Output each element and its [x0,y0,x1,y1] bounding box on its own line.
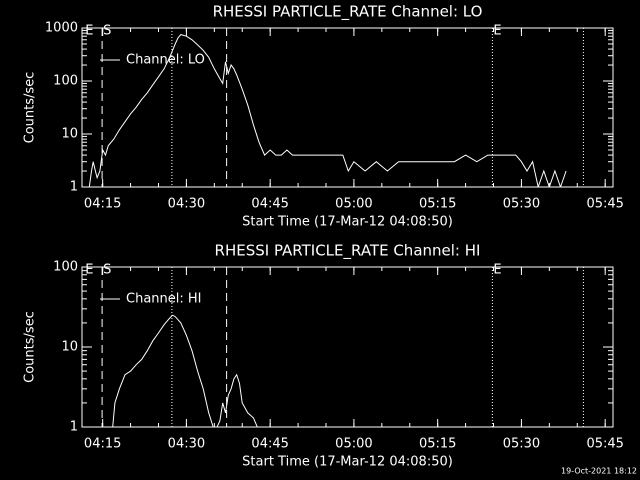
marker-label: S [103,24,111,39]
x-axis-label: Start Time (17-Mar-12 04:08:50) [242,215,453,230]
x-tick-label: 05:15 [419,197,456,212]
chart-title: RHESSI PARTICLE_RATE Channel: LO [213,3,483,22]
marker-label: E [85,24,93,39]
x-tick-label: 05:00 [335,197,372,212]
footer: 19-Oct-2021 18:12 [561,467,637,476]
y-tick-label: 100 [53,260,78,275]
y-tick-label: 10 [61,340,78,355]
legend-label: Channel: HI [126,292,202,307]
y-tick-label: 100 [53,74,78,89]
marker-label: E [493,263,501,278]
x-tick-label: 04:15 [84,197,121,212]
y-tick-label: 10 [61,127,78,142]
y-tick-label: 1 [70,420,78,435]
x-tick-label: 05:30 [503,197,540,212]
x-tick-label: 05:15 [419,437,456,452]
plot-frame [81,27,614,188]
panel: RHESSI PARTICLE_RATE Channel: LO Start Ti… [23,3,624,230]
marker-label: S [103,263,111,278]
x-axis-label: Start Time (17-Mar-12 04:08:50) [242,455,453,470]
panel: RHESSI PARTICLE_RATE Channel: HI Start Ti… [23,242,624,470]
x-tick-label: 04:30 [168,437,205,452]
x-tick-label: 04:15 [84,437,121,452]
data-line [88,34,567,187]
data-line [112,314,258,427]
y-tick-label: 1000 [45,21,78,36]
marker-label: E [493,24,501,39]
marker-label: E [85,263,93,278]
x-tick-label: 05:45 [586,437,623,452]
x-tick-label: 05:00 [335,437,372,452]
x-tick-label: 05:45 [586,197,623,212]
x-tick-label: 04:45 [251,437,288,452]
x-tick-label: 04:45 [251,197,288,212]
legend-label: Channel: LO [126,53,205,68]
x-tick-label: 05:30 [503,437,540,452]
chart-title: RHESSI PARTICLE_RATE Channel: HI [215,242,481,261]
x-tick-label: 04:30 [168,197,205,212]
y-axis-label: Counts/sec [23,311,38,383]
y-axis-label: Counts/sec [23,72,38,144]
y-tick-label: 1 [70,180,78,195]
